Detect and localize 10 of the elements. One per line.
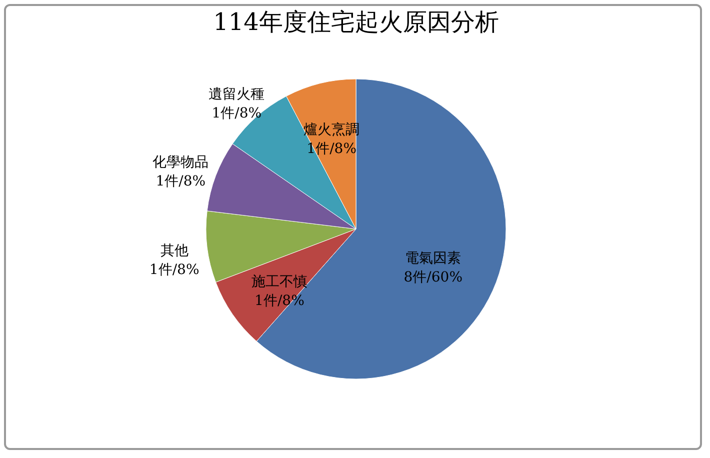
data-label: 1件/8% <box>156 174 206 190</box>
data-label: 1件/8% <box>149 262 200 278</box>
slice-label: 電氣因素 <box>405 250 462 266</box>
chart-title: 114年度住宅起火原因分析 <box>213 8 499 36</box>
data-label: 8件/60% <box>404 269 463 286</box>
slice-label: 化學物品 <box>152 154 209 171</box>
slice-label: 其他 <box>160 243 188 260</box>
slice-label: 施工不慎 <box>251 274 308 290</box>
slice-label: 遺留火種 <box>208 86 265 102</box>
data-label: 1件/8% <box>212 105 262 122</box>
